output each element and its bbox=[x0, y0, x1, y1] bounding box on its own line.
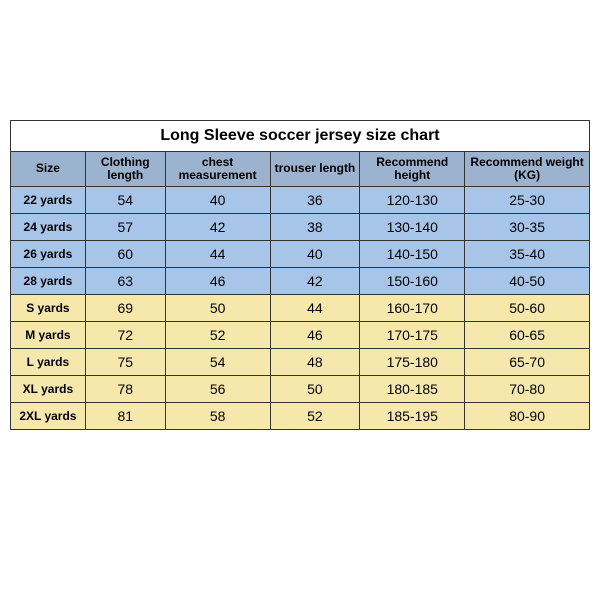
table-row: 28 yards 63 46 42 150-160 40-50 bbox=[11, 268, 590, 295]
cell-weight: 25-30 bbox=[465, 187, 590, 214]
table-row: 26 yards 60 44 40 140-150 35-40 bbox=[11, 241, 590, 268]
cell-height: 160-170 bbox=[360, 295, 465, 322]
cell-weight: 30-35 bbox=[465, 214, 590, 241]
cell-weight: 60-65 bbox=[465, 322, 590, 349]
table-row: 22 yards 54 40 36 120-130 25-30 bbox=[11, 187, 590, 214]
cell-clothing: 75 bbox=[85, 349, 165, 376]
cell-height: 180-185 bbox=[360, 376, 465, 403]
cell-trouser: 38 bbox=[270, 214, 360, 241]
cell-trouser: 42 bbox=[270, 268, 360, 295]
cell-chest: 50 bbox=[165, 295, 270, 322]
header-row: Size Clothing length chest measurement t… bbox=[11, 152, 590, 187]
table-row: 2XL yards 81 58 52 185-195 80-90 bbox=[11, 403, 590, 430]
cell-size: S yards bbox=[11, 295, 86, 322]
cell-size: 28 yards bbox=[11, 268, 86, 295]
table-row: M yards 72 52 46 170-175 60-65 bbox=[11, 322, 590, 349]
title-row: Long Sleeve soccer jersey size chart bbox=[11, 121, 590, 152]
table-body: 22 yards 54 40 36 120-130 25-30 24 yards… bbox=[11, 187, 590, 430]
cell-chest: 44 bbox=[165, 241, 270, 268]
cell-clothing: 78 bbox=[85, 376, 165, 403]
col-header-clothing: Clothing length bbox=[85, 152, 165, 187]
table-row: XL yards 78 56 50 180-185 70-80 bbox=[11, 376, 590, 403]
col-header-trouser: trouser length bbox=[270, 152, 360, 187]
cell-trouser: 50 bbox=[270, 376, 360, 403]
cell-size: 26 yards bbox=[11, 241, 86, 268]
cell-height: 170-175 bbox=[360, 322, 465, 349]
col-header-size: Size bbox=[11, 152, 86, 187]
table-row: S yards 69 50 44 160-170 50-60 bbox=[11, 295, 590, 322]
cell-size: 22 yards bbox=[11, 187, 86, 214]
cell-weight: 70-80 bbox=[465, 376, 590, 403]
cell-chest: 52 bbox=[165, 322, 270, 349]
cell-chest: 40 bbox=[165, 187, 270, 214]
cell-size: XL yards bbox=[11, 376, 86, 403]
cell-clothing: 57 bbox=[85, 214, 165, 241]
col-header-height: Recommend height bbox=[360, 152, 465, 187]
page: Long Sleeve soccer jersey size chart Siz… bbox=[0, 0, 600, 600]
col-header-chest: chest measurement bbox=[165, 152, 270, 187]
cell-chest: 58 bbox=[165, 403, 270, 430]
table-row: 24 yards 57 42 38 130-140 30-35 bbox=[11, 214, 590, 241]
cell-height: 175-180 bbox=[360, 349, 465, 376]
cell-height: 150-160 bbox=[360, 268, 465, 295]
cell-weight: 35-40 bbox=[465, 241, 590, 268]
cell-height: 130-140 bbox=[360, 214, 465, 241]
cell-height: 120-130 bbox=[360, 187, 465, 214]
cell-chest: 42 bbox=[165, 214, 270, 241]
cell-size: L yards bbox=[11, 349, 86, 376]
cell-clothing: 81 bbox=[85, 403, 165, 430]
cell-trouser: 52 bbox=[270, 403, 360, 430]
cell-trouser: 40 bbox=[270, 241, 360, 268]
cell-height: 140-150 bbox=[360, 241, 465, 268]
cell-trouser: 46 bbox=[270, 322, 360, 349]
cell-chest: 46 bbox=[165, 268, 270, 295]
table-row: L yards 75 54 48 175-180 65-70 bbox=[11, 349, 590, 376]
cell-weight: 50-60 bbox=[465, 295, 590, 322]
cell-trouser: 36 bbox=[270, 187, 360, 214]
cell-height: 185-195 bbox=[360, 403, 465, 430]
cell-trouser: 48 bbox=[270, 349, 360, 376]
cell-size: M yards bbox=[11, 322, 86, 349]
cell-weight: 80-90 bbox=[465, 403, 590, 430]
cell-size: 24 yards bbox=[11, 214, 86, 241]
cell-weight: 65-70 bbox=[465, 349, 590, 376]
cell-clothing: 54 bbox=[85, 187, 165, 214]
cell-weight: 40-50 bbox=[465, 268, 590, 295]
cell-trouser: 44 bbox=[270, 295, 360, 322]
size-chart-table: Long Sleeve soccer jersey size chart Siz… bbox=[10, 120, 590, 430]
cell-clothing: 72 bbox=[85, 322, 165, 349]
cell-chest: 56 bbox=[165, 376, 270, 403]
col-header-weight: Recommend weight (KG) bbox=[465, 152, 590, 187]
cell-size: 2XL yards bbox=[11, 403, 86, 430]
cell-clothing: 60 bbox=[85, 241, 165, 268]
cell-clothing: 63 bbox=[85, 268, 165, 295]
cell-chest: 54 bbox=[165, 349, 270, 376]
cell-clothing: 69 bbox=[85, 295, 165, 322]
table-title: Long Sleeve soccer jersey size chart bbox=[11, 121, 590, 152]
